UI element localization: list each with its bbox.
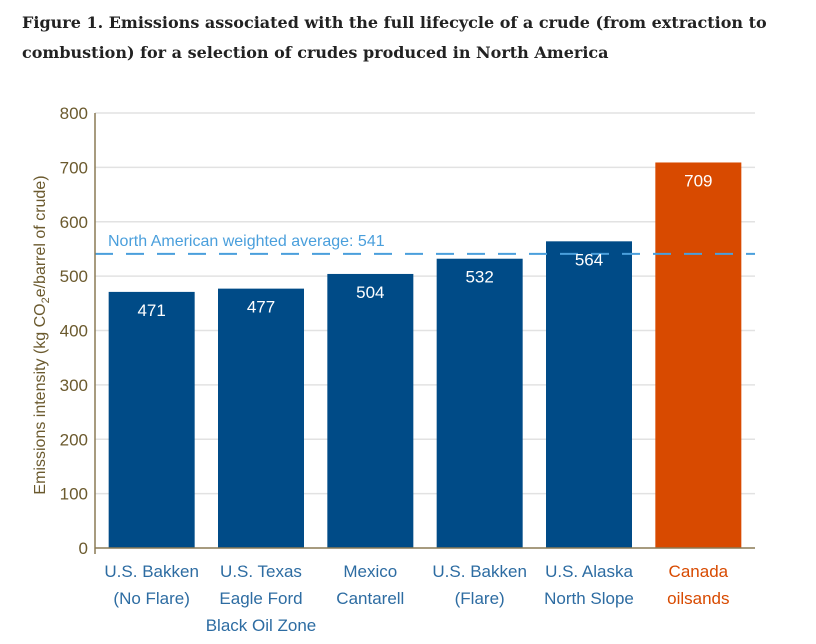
bar xyxy=(218,288,304,548)
x-tick-label: North Slope xyxy=(544,589,634,608)
x-tick-label: (Flare) xyxy=(455,589,505,608)
x-tick-label: U.S. Bakken xyxy=(432,562,527,581)
bar xyxy=(436,258,523,548)
x-tick-label: Canada xyxy=(669,562,729,581)
x-tick-label: (No Flare) xyxy=(113,589,190,608)
y-tick-label: 100 xyxy=(60,485,88,504)
y-tick-label: 0 xyxy=(79,539,88,558)
bars xyxy=(108,162,742,548)
data-label: 504 xyxy=(356,283,384,302)
x-tick-label: U.S. Texas xyxy=(220,562,302,581)
data-label: 564 xyxy=(575,250,603,269)
x-tick-label: oilsands xyxy=(667,589,729,608)
data-label: 532 xyxy=(465,268,493,287)
x-tick-label: Black Oil Zone xyxy=(206,616,317,635)
average-label: North American weighted average: 541 xyxy=(108,233,385,250)
gridlines xyxy=(95,112,755,495)
bar xyxy=(655,162,742,548)
y-tick-label: 700 xyxy=(60,158,88,177)
y-tick-label: 300 xyxy=(60,376,88,395)
x-tick-label: U.S. Bakken xyxy=(104,562,199,581)
data-label: 477 xyxy=(247,298,275,317)
labels: 0 100 200 300 400 500 600 700 800 471 U.S. Bakken (… xyxy=(60,104,730,635)
y-tick-label: 500 xyxy=(60,267,88,286)
axes xyxy=(94,113,755,554)
chart-title: Figure 1. Emissions associated with the … xyxy=(22,13,767,62)
y-tick-label: 600 xyxy=(60,213,88,232)
x-tick-label: Cantarell xyxy=(336,589,404,608)
bar xyxy=(108,291,195,548)
data-label: 709 xyxy=(684,171,712,190)
y-tick-label: 200 xyxy=(60,430,88,449)
x-tick-label: U.S. Alaska xyxy=(545,562,633,581)
bar xyxy=(327,273,414,548)
x-tick-label: Eagle Ford xyxy=(219,589,302,608)
bar xyxy=(546,241,632,548)
data-label: 471 xyxy=(137,301,165,320)
x-tick-label: Mexico xyxy=(343,562,397,581)
y-tick-label: 400 xyxy=(60,322,88,341)
y-axis-label: Emissions intensity (kg CO2e/barrel of c… xyxy=(32,175,52,494)
y-tick-label: 800 xyxy=(60,104,88,123)
